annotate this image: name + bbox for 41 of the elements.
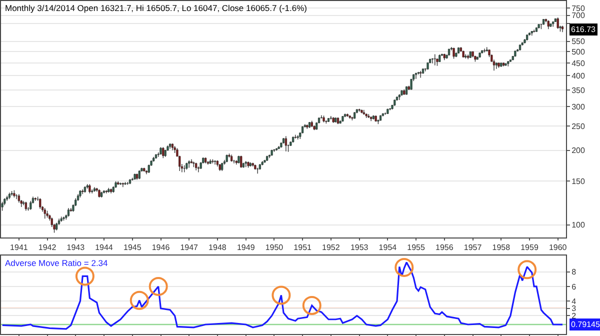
chart-title: Monthly 3/14/2014 Open 16321.7, Hi 16505.7, Lo 16047, Close 16065.7 (-1.6%) <box>5 3 308 13</box>
x-tick-label: 1942 <box>38 243 57 252</box>
x-tick-label: 1955 <box>407 243 426 252</box>
y-tick-label: 550 <box>572 37 586 46</box>
y-tick-label: 350 <box>572 86 586 95</box>
x-tick-label: 1948 <box>208 243 227 252</box>
x-tick-label: 1951 <box>294 243 312 252</box>
x-tick-label: 1944 <box>95 243 114 252</box>
x-tick-label: 1960 <box>548 243 568 252</box>
y-tick-label: 150 <box>572 177 586 186</box>
x-tick-label: 1956 <box>435 243 454 252</box>
x-tick-label: 1943 <box>66 243 86 252</box>
x-tick-label: 1946 <box>152 243 170 252</box>
y-tick-label: 450 <box>572 58 586 68</box>
chart-title: Adverse Move Ratio = 2.34 <box>5 258 108 268</box>
x-tick-label: 1947 <box>180 243 199 252</box>
x-tick-label: 1949 <box>236 243 256 252</box>
x-tick-label: 1953 <box>350 243 369 252</box>
y-tick-label: 750 <box>572 4 586 13</box>
y-tick-label: 250 <box>572 122 586 132</box>
y-tick-label: 300 <box>572 102 586 112</box>
x-tick-label: 1952 <box>322 243 340 252</box>
x-tick-label: 1959 <box>520 243 539 252</box>
y-tick-label: 500 <box>572 47 586 56</box>
y-tick-label: 700 <box>572 11 586 20</box>
x-tick-label: 1954 <box>378 243 398 252</box>
y-tick-label: 4 <box>572 296 577 306</box>
x-tick-label: 1958 <box>492 243 511 252</box>
x-tick-label: 1957 <box>464 243 482 252</box>
x-tick-label: 1945 <box>124 243 142 252</box>
x-tick-label: 1941 <box>10 243 28 252</box>
annotation: 616.73 <box>571 25 596 34</box>
y-tick-label: 6 <box>572 282 577 292</box>
y-tick-label: 200 <box>572 146 586 156</box>
y-tick-label: 400 <box>572 71 586 80</box>
y-tick-label: 2 <box>572 312 577 321</box>
y-tick-label: 3 <box>572 304 577 314</box>
y-tick-label: 100 <box>572 220 586 230</box>
x-tick-label: 1950 <box>265 243 284 252</box>
y-tick-label: 8 <box>572 268 577 277</box>
annotation: 0.79145 <box>571 320 600 329</box>
